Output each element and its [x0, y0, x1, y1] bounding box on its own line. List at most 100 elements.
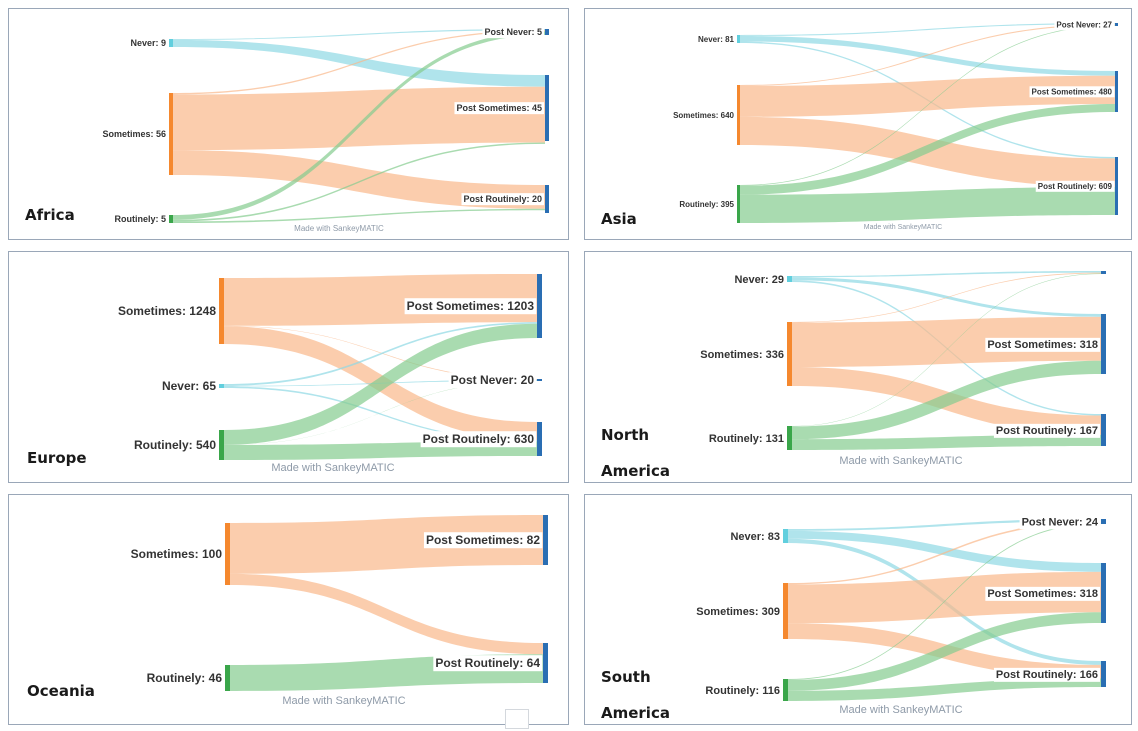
source-label: Routinely: 395: [679, 200, 734, 209]
flow-sometimes-to-routinely: [173, 150, 545, 209]
source-label: Routinely: 46: [147, 671, 223, 685]
flow-routinely-to-sometimes: [740, 103, 1115, 195]
nodes: Sometimes: 1248 Never: 65 Routinely: 540 Po…: [118, 274, 542, 460]
flow-sometimes-to-never: [740, 24, 1115, 86]
source-label: Never: 65: [162, 379, 216, 393]
source-label: Sometimes: 1248: [118, 304, 216, 318]
flow-never-to-routinely: [224, 386, 537, 442]
label-background: [461, 193, 544, 206]
target-label: Post Routinely: 167: [996, 425, 1098, 437]
target-label: Post Never: 5: [484, 27, 542, 37]
target-label: Post Sometimes: 1203: [407, 299, 535, 313]
source-node-routinely: [169, 215, 173, 223]
flow-routinely-to-routinely: [788, 678, 1101, 701]
target-node-sometimes: [545, 75, 549, 141]
source-label: Sometimes: 309: [696, 606, 780, 618]
source-node-routinely: [737, 185, 740, 223]
sankey-panel-north-america: Never: 29 Sometimes: 336 Routinely: 131 Pos…: [584, 251, 1132, 483]
label-background: [1019, 515, 1101, 530]
flow-routinely-to-never: [224, 380, 537, 445]
flow-routinely-to-never: [792, 273, 1101, 427]
target-node-never: [1101, 271, 1106, 274]
region-title: South America: [601, 668, 670, 722]
flow-routinely-to-routinely: [792, 434, 1101, 450]
source-node-never: [169, 39, 173, 47]
flow-never-to-never: [173, 29, 545, 40]
sankey-panel-africa: Never: 9 Sometimes: 56 Routinely: 5 Post Ne…: [8, 8, 569, 240]
target-node-sometimes: [537, 274, 542, 338]
source-label: Sometimes: 100: [131, 547, 223, 561]
source-label: Never: 9: [130, 38, 166, 48]
label-background: [454, 102, 544, 115]
flow-sometimes-to-never: [173, 30, 545, 95]
target-label: Post Routinely: 64: [435, 656, 540, 670]
source-node-never: [219, 384, 224, 388]
region-title: North America: [601, 426, 670, 480]
source-node-routinely: [783, 679, 788, 701]
flow-never-to-sometimes: [740, 35, 1115, 76]
flow-sometimes-to-sometimes: [230, 515, 543, 574]
label-background: [1035, 180, 1115, 192]
target-label: Post Sometimes: 318: [987, 588, 1098, 600]
source-node-never: [787, 276, 792, 282]
flow-routinely-to-routinely: [173, 208, 545, 223]
source-node-sometimes: [737, 85, 740, 145]
target-node-sometimes: [1101, 314, 1106, 374]
target-label: Post Sometimes: 82: [426, 533, 540, 547]
target-label: Post Sometimes: 318: [987, 339, 1098, 351]
source-node-sometimes: [169, 93, 173, 175]
target-node-routinely: [1115, 157, 1118, 215]
flow-routinely-to-never: [740, 25, 1115, 186]
flow-sometimes-to-sometimes: [788, 571, 1101, 624]
credit-text: Made with SankeyMATIC: [839, 704, 962, 716]
region-title: Oceania: [27, 682, 95, 700]
source-node-sometimes: [787, 322, 792, 386]
flows: [173, 29, 545, 223]
region-title: Asia: [601, 210, 637, 228]
target-label: Post Routinely: 166: [996, 669, 1098, 681]
target-label: Post Never: 27: [1056, 20, 1112, 29]
flows: [792, 271, 1101, 450]
target-node-routinely: [1101, 661, 1106, 687]
flow-routinely-to-routinely: [740, 187, 1115, 223]
flows: [788, 519, 1101, 701]
source-label: Never: 81: [698, 35, 735, 44]
flow-routinely-to-sometimes: [788, 612, 1101, 691]
sankey-chart: Never: 81 Sometimes: 640 Routinely: 395 Pos…: [673, 19, 1118, 231]
label-background: [433, 655, 543, 672]
source-node-routinely: [787, 426, 792, 450]
target-label: Post Sometimes: 45: [456, 103, 542, 113]
target-node-routinely: [537, 422, 542, 456]
credit-text: Made with SankeyMATIC: [271, 462, 394, 474]
credit-text: Made with SankeyMATIC: [839, 455, 962, 467]
target-node-sometimes: [543, 515, 548, 565]
region-title: Europe: [27, 449, 87, 467]
label-background: [993, 423, 1100, 438]
target-node-routinely: [1101, 414, 1106, 446]
nodes: Never: 9 Sometimes: 56 Routinely: 5 Post Ne…: [102, 26, 549, 224]
label-background: [985, 337, 1100, 352]
target-node-routinely: [543, 643, 548, 683]
flow-never-to-never: [792, 271, 1101, 278]
flow-sometimes-to-sometimes: [173, 86, 545, 151]
target-label: Post Routinely: 630: [423, 432, 535, 446]
label-background: [993, 667, 1100, 682]
flow-never-to-sometimes: [224, 322, 537, 386]
label-background: [448, 372, 537, 389]
flow-sometimes-to-sometimes: [792, 316, 1101, 367]
sankey-chart: Never: 29 Sometimes: 336 Routinely: 131 Pos…: [700, 271, 1106, 467]
source-label: Routinely: 116: [705, 685, 780, 697]
sankey-chart: Sometimes: 1248 Never: 65 Routinely: 540 Po…: [118, 274, 542, 474]
flow-routinely-to-never: [173, 31, 545, 220]
target-label: Post Never: 24: [1022, 516, 1099, 528]
source-label: Routinely: 5: [114, 214, 166, 224]
flow-sometimes-to-never: [224, 325, 537, 380]
flow-sometimes-to-never: [788, 521, 1101, 585]
target-node-never: [1101, 519, 1106, 524]
flow-never-to-sometimes: [173, 39, 545, 87]
label-background: [1029, 86, 1115, 98]
credit-text: Made with SankeyMATIC: [282, 695, 405, 707]
target-node-routinely: [545, 185, 549, 213]
nodes: Sometimes: 100 Routinely: 46 Post Sometime…: [131, 515, 548, 691]
source-node-routinely: [225, 665, 230, 691]
